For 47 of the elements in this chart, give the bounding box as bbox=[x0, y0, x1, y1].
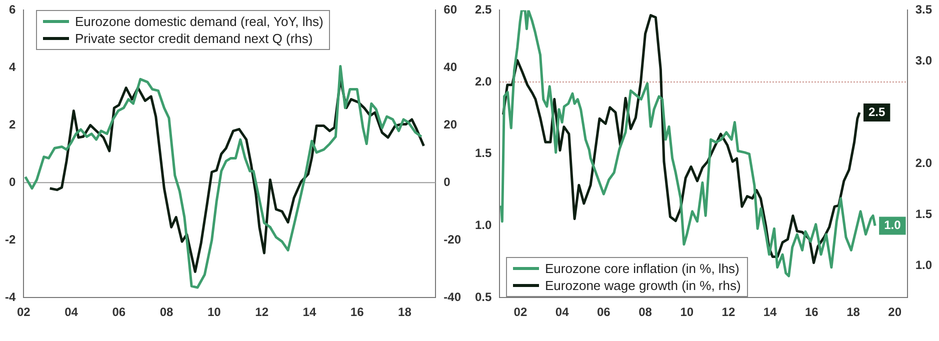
data-label: 1.0 bbox=[884, 218, 902, 232]
y-tick-label: 4 bbox=[8, 60, 16, 74]
y-tick-label: 2.0 bbox=[474, 74, 492, 88]
x-tick-label: 14 bbox=[763, 305, 778, 320]
y2-tick-label: 3.0 bbox=[915, 54, 932, 68]
y2-tick-label: 1.0 bbox=[915, 258, 932, 272]
y2-tick-label: 1.5 bbox=[915, 207, 932, 222]
x-tick-label: 02 bbox=[16, 305, 31, 320]
x-tick-label: 12 bbox=[722, 305, 736, 320]
legend-label: Private sector credit demand next Q (rhs) bbox=[75, 30, 313, 47]
x-tick-label: 08 bbox=[160, 305, 174, 320]
y2-tick-label: 60 bbox=[444, 2, 458, 17]
y-tick-label: 0.5 bbox=[474, 290, 492, 304]
x-tick-label: 06 bbox=[112, 305, 126, 320]
x-tick-label: 16 bbox=[350, 305, 364, 320]
legend-label: Eurozone core inflation (in %, lhs) bbox=[545, 260, 740, 277]
y2-tick-label: 20 bbox=[444, 117, 458, 132]
x-tick-label: 10 bbox=[680, 305, 694, 320]
y-tick-label: 6 bbox=[8, 2, 16, 17]
x-tick-label: 08 bbox=[638, 305, 652, 320]
x-tick-label: 02 bbox=[514, 305, 528, 320]
y2-tick-label: 3.5 bbox=[915, 2, 932, 17]
y-tick-label: -2 bbox=[5, 232, 16, 246]
x-tick-label: 16 bbox=[804, 305, 819, 320]
y-tick-label: 0 bbox=[8, 174, 16, 189]
x-tick-label: 06 bbox=[596, 305, 611, 320]
y-tick-label: 2.5 bbox=[474, 2, 492, 17]
y2-tick-label: -40 bbox=[444, 290, 462, 304]
y-tick-label: 2 bbox=[8, 117, 16, 132]
y-tick-label: -4 bbox=[5, 290, 16, 304]
legend-label: Eurozone wage growth (in %, rhs) bbox=[545, 277, 741, 294]
y2-tick-label: -20 bbox=[444, 232, 462, 246]
x-tick-label: 14 bbox=[302, 305, 316, 320]
y2-tick-label: 2.0 bbox=[915, 156, 932, 170]
x-tick-label: 04 bbox=[64, 305, 78, 320]
y-tick-label: 1.0 bbox=[474, 218, 492, 232]
x-tick-label: 18 bbox=[846, 305, 860, 320]
y-tick-label: 1.5 bbox=[474, 146, 492, 160]
data-label: 2.5 bbox=[868, 104, 886, 119]
x-tick-label: 12 bbox=[255, 305, 269, 320]
x-tick-label: 04 bbox=[555, 305, 570, 320]
x-tick-label: 10 bbox=[208, 305, 222, 320]
y2-tick-label: 40 bbox=[444, 60, 458, 74]
y2-tick-label: 0 bbox=[444, 174, 451, 189]
x-tick-label: 18 bbox=[398, 305, 412, 320]
legend-label: Eurozone domestic demand (real, YoY, lhs) bbox=[75, 13, 324, 30]
x-tick-label: 20 bbox=[888, 305, 902, 320]
